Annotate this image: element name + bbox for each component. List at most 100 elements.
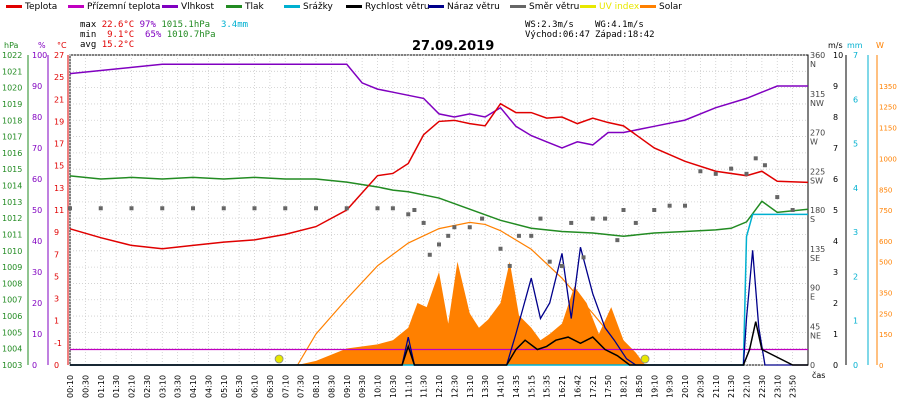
w-tick: 1350: [879, 83, 897, 91]
x-tick: 23:10: [773, 375, 782, 398]
legend-item-0: Teplota: [6, 0, 57, 14]
x-tick: 22:10: [743, 375, 752, 398]
hpa-tick: 1022: [2, 51, 22, 60]
legend-item-5: Rychlost větru: [346, 0, 430, 14]
wind-dir-point: [790, 208, 795, 212]
ms-tick: 7: [833, 144, 838, 153]
x-tick: 06:10: [251, 375, 260, 398]
celsius-tick: 13: [54, 184, 64, 193]
w-tick: 600: [879, 238, 892, 246]
axis-celsius-title: °C: [57, 41, 67, 50]
wind-dir-point: [467, 225, 472, 230]
wind-speed-line: [70, 321, 808, 366]
percent-tick: 90: [32, 82, 42, 91]
wind-dir-point: [406, 212, 411, 217]
uv-marker: [640, 354, 650, 364]
x-tick: 10:10: [374, 375, 383, 398]
celsius-tick: 15: [54, 162, 64, 171]
wind-speed-stat: WS:2.3m/s: [525, 20, 574, 30]
legend-label: Tlak: [245, 2, 264, 12]
x-tick: 18:21: [620, 375, 629, 398]
wind-dir-point: [581, 255, 586, 260]
wind-dir-point: [437, 242, 441, 247]
wind-dir-point: [698, 169, 703, 174]
wind-dir-point: [452, 225, 457, 230]
wind-dir-point: [603, 216, 608, 221]
stats-max-row: max 22.6°C 97% 1015.1hPa 3.4mm: [80, 20, 248, 30]
x-tick: 08:30: [327, 375, 336, 398]
ms-tick: 0: [833, 361, 838, 370]
legend-swatch: [162, 5, 178, 8]
legend-swatch: [428, 5, 444, 8]
x-tick: 05:30: [235, 375, 244, 398]
x-tick: 22:30: [758, 375, 767, 398]
hpa-tick: 1015: [2, 165, 22, 174]
legend-label: Rychlost větru: [365, 2, 430, 12]
hpa-tick: 1011: [2, 230, 22, 239]
x-tick: 03:10: [158, 375, 167, 398]
w-tick: 1150: [879, 124, 897, 132]
legend-label: Vlhkost: [181, 2, 214, 12]
dir-tick: 0: [810, 361, 815, 370]
x-tick: 12:30: [450, 375, 459, 398]
wind-dir-point: [446, 233, 451, 238]
wind-dir-point: [590, 216, 595, 221]
x-tick: 16:21: [558, 375, 567, 398]
stats-avg-row: avg 15.2°C: [80, 40, 134, 50]
axis-percent-title: %: [38, 41, 46, 50]
wind-dir-point: [498, 246, 503, 251]
dir-tick: 225: [810, 167, 825, 176]
legend-swatch: [346, 5, 362, 8]
percent-tick: 30: [32, 268, 42, 277]
hpa-tick: 1014: [2, 182, 22, 191]
x-tick: 19:30: [666, 375, 675, 398]
x-tick: 12:10: [435, 375, 444, 398]
percent-tick: 60: [32, 175, 42, 184]
legend-label: Teplota: [25, 2, 58, 12]
x-tick: 19:10: [650, 375, 659, 398]
celsius-tick: 25: [54, 73, 64, 82]
max-label: max: [80, 20, 97, 30]
celsius-tick: 7: [54, 250, 59, 259]
wind-dir-point: [538, 216, 543, 221]
x-tick: 21:30: [727, 375, 736, 398]
uv-marker: [274, 354, 284, 364]
legend-swatch: [510, 5, 526, 8]
legend-label: Náraz větru: [447, 2, 500, 12]
mm-tick: 5: [853, 140, 858, 149]
wind-dir-point: [427, 252, 432, 257]
wind-dir-point: [421, 220, 426, 225]
max-pressure: 1015.1hPa: [161, 20, 211, 30]
ms-tick: 2: [833, 299, 838, 308]
celsius-tick: 1: [54, 317, 59, 326]
hpa-tick: 1019: [2, 100, 22, 109]
legend-swatch: [580, 5, 596, 8]
legend-item-8: UV index: [580, 0, 639, 14]
axis-ms-title: m/s: [828, 41, 843, 50]
rain-line: [70, 213, 808, 366]
max-rain: 3.4mm: [220, 20, 249, 30]
hpa-tick: 1008: [2, 279, 22, 288]
x-tick: 02:30: [143, 375, 152, 398]
dir-tick: 90: [810, 284, 820, 293]
ms-tick: 6: [833, 175, 838, 184]
hpa-tick: 1004: [2, 345, 22, 354]
mm-tick: 2: [853, 272, 858, 281]
percent-tick: 50: [32, 206, 42, 215]
percent-tick: 0: [32, 361, 37, 370]
min-pressure: 1010.7hPa: [166, 30, 216, 40]
ms-tick: 5: [833, 206, 838, 215]
humidity-line: [69, 63, 808, 149]
ms-tick: 1: [833, 330, 838, 339]
celsius-tick: 9: [54, 228, 59, 237]
x-tick: 04:10: [189, 375, 198, 398]
solar-max-line: [297, 221, 646, 366]
mm-tick: 1: [853, 317, 858, 326]
mm-tick: 6: [853, 95, 858, 104]
dir-tick-label: E: [810, 293, 815, 302]
wind-dir-point: [344, 206, 349, 211]
w-tick: 0: [879, 362, 883, 370]
hpa-tick: 1020: [2, 84, 22, 93]
legend-item-7: Směr větru: [510, 0, 579, 14]
dir-tick: 180: [810, 206, 825, 215]
